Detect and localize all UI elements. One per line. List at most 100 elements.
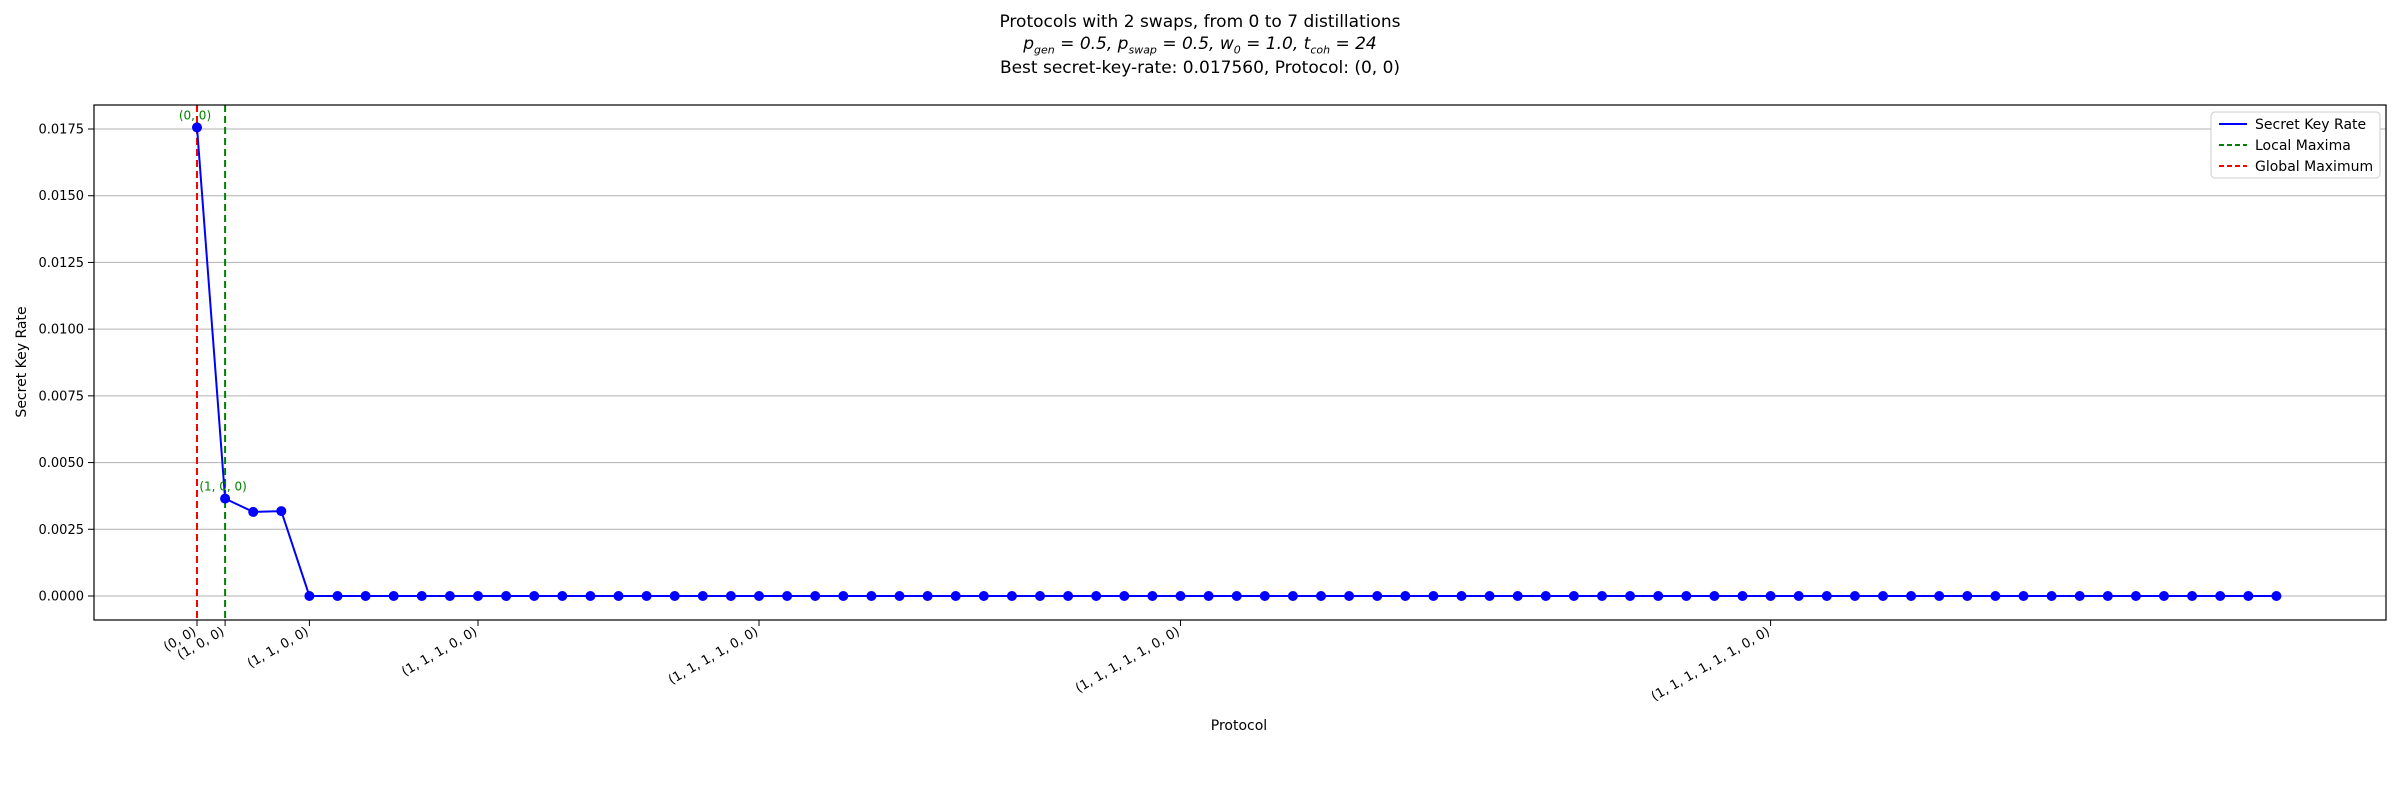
y-tick-label: 0.0000 — [39, 589, 85, 604]
data-point — [1512, 590, 1523, 601]
data-point — [1119, 590, 1130, 601]
data-point — [978, 590, 989, 601]
data-point — [2243, 590, 2254, 601]
data-point — [2215, 590, 2226, 601]
data-point — [782, 590, 793, 601]
data-point — [697, 590, 708, 601]
legend-entry: Global Maximum — [2255, 159, 2373, 175]
data-point — [1316, 590, 1326, 601]
plot-area — [94, 105, 2386, 620]
data-point — [1006, 590, 1017, 601]
chart-title: Protocols with 2 swaps, from 0 to 7 dist… — [999, 12, 1401, 32]
series-layer — [192, 122, 2282, 601]
data-point — [613, 590, 624, 601]
data-point — [1540, 590, 1551, 601]
data-point — [2271, 590, 2282, 601]
y-axis: 0.0000 0.0025 0.0050 0.0075 0.0100 0.0125 0.01… — [39, 123, 94, 604]
data-point — [529, 590, 540, 601]
point-annotation: (1, 0, 0) — [199, 480, 247, 494]
y-tick-label: 0.0125 — [39, 256, 85, 271]
data-point — [192, 122, 202, 133]
data-point — [1035, 590, 1045, 601]
data-point — [1765, 590, 1776, 601]
y-axis-label: Secret Key Rate — [14, 306, 30, 417]
data-point — [810, 590, 821, 601]
data-point — [1849, 590, 1860, 601]
data-point — [1175, 590, 1186, 601]
y-tick-label: 0.0025 — [39, 523, 85, 538]
x-tick-label: (1, 1, 1, 1, 1, 1, 0, 0) — [1649, 624, 1773, 704]
data-point — [1372, 590, 1383, 601]
data-point — [1737, 590, 1748, 601]
data-point — [416, 590, 427, 601]
data-point — [894, 590, 905, 601]
data-point — [2074, 590, 2085, 601]
marker-lines — [196, 105, 227, 620]
data-point — [725, 590, 736, 601]
data-point — [1934, 590, 1945, 601]
data-point — [1962, 590, 1973, 601]
data-point — [1878, 590, 1888, 601]
data-point — [1428, 590, 1439, 601]
data-point — [1625, 590, 1636, 601]
legend-entry: Local Maxima — [2255, 138, 2351, 154]
data-point — [2159, 590, 2169, 601]
data-point — [248, 506, 259, 517]
annotations-layer: (0, 0) (1, 0, 0) — [179, 108, 247, 493]
data-point — [473, 590, 483, 601]
data-point — [1344, 590, 1355, 601]
data-point — [1259, 590, 1270, 601]
data-point — [866, 590, 877, 601]
data-point — [1063, 590, 1074, 601]
data-point — [2187, 590, 2198, 601]
legend: Secret Key Rate Local Maxima Global Maximu… — [2210, 111, 2381, 179]
data-point — [585, 590, 596, 601]
legend-entry: Secret Key Rate — [2255, 117, 2366, 133]
x-tick-label: (1, 1, 1, 1, 0, 0) — [666, 624, 761, 688]
data-point — [1990, 590, 2001, 601]
data-point — [220, 493, 231, 504]
data-point — [838, 590, 849, 601]
y-tick-label: 0.0100 — [39, 323, 85, 338]
data-point — [2046, 590, 2057, 601]
data-point — [669, 590, 680, 601]
data-point — [1203, 590, 1214, 601]
data-point — [1793, 590, 1804, 601]
data-point — [641, 590, 652, 601]
data-point — [1147, 590, 1158, 601]
data-point — [754, 590, 764, 601]
x-tick-label: (1, 1, 0, 0) — [245, 624, 311, 671]
legend-box — [2210, 111, 2381, 179]
data-point — [332, 590, 343, 601]
plot-frame — [93, 104, 2387, 621]
point-annotation: (0, 0) — [179, 108, 211, 122]
data-point — [557, 590, 568, 601]
data-point — [1709, 590, 1720, 601]
y-tick-label: 0.0150 — [39, 189, 85, 204]
data-point — [950, 590, 961, 601]
data-point — [1906, 590, 1917, 601]
data-point — [2130, 590, 2141, 601]
chart-parameters: pgen = 0.5, pswap = 0.5, w0 = 1.0, tcoh … — [1023, 34, 1377, 57]
y-tick-label: 0.0075 — [39, 389, 85, 404]
best-rate-subtitle: Best secret-key-rate: 0.017560, Protocol… — [999, 58, 1401, 78]
data-point — [304, 590, 315, 601]
data-point — [1597, 590, 1607, 601]
data-point — [1484, 590, 1495, 601]
x-tick-label: (1, 1, 1, 0, 0) — [399, 624, 480, 679]
data-point — [388, 590, 399, 601]
x-tick-label: (1, 1, 1, 1, 1, 0, 0) — [1073, 624, 1182, 696]
data-point — [1287, 590, 1298, 601]
data-point — [276, 506, 287, 517]
y-tick-label: 0.0175 — [39, 123, 85, 138]
data-point — [2018, 590, 2029, 601]
data-point — [1821, 590, 1832, 601]
x-axis: (0, 0)(1, 0, 0) (1, 1, 0, 0) (1, 1, 1, 0, … — [161, 620, 1773, 705]
data-point — [1231, 590, 1242, 601]
data-point — [2102, 590, 2113, 601]
data-point — [501, 590, 512, 601]
data-point — [360, 590, 371, 601]
x-axis-label: Protocol — [1211, 718, 1267, 734]
data-point — [1456, 590, 1467, 601]
